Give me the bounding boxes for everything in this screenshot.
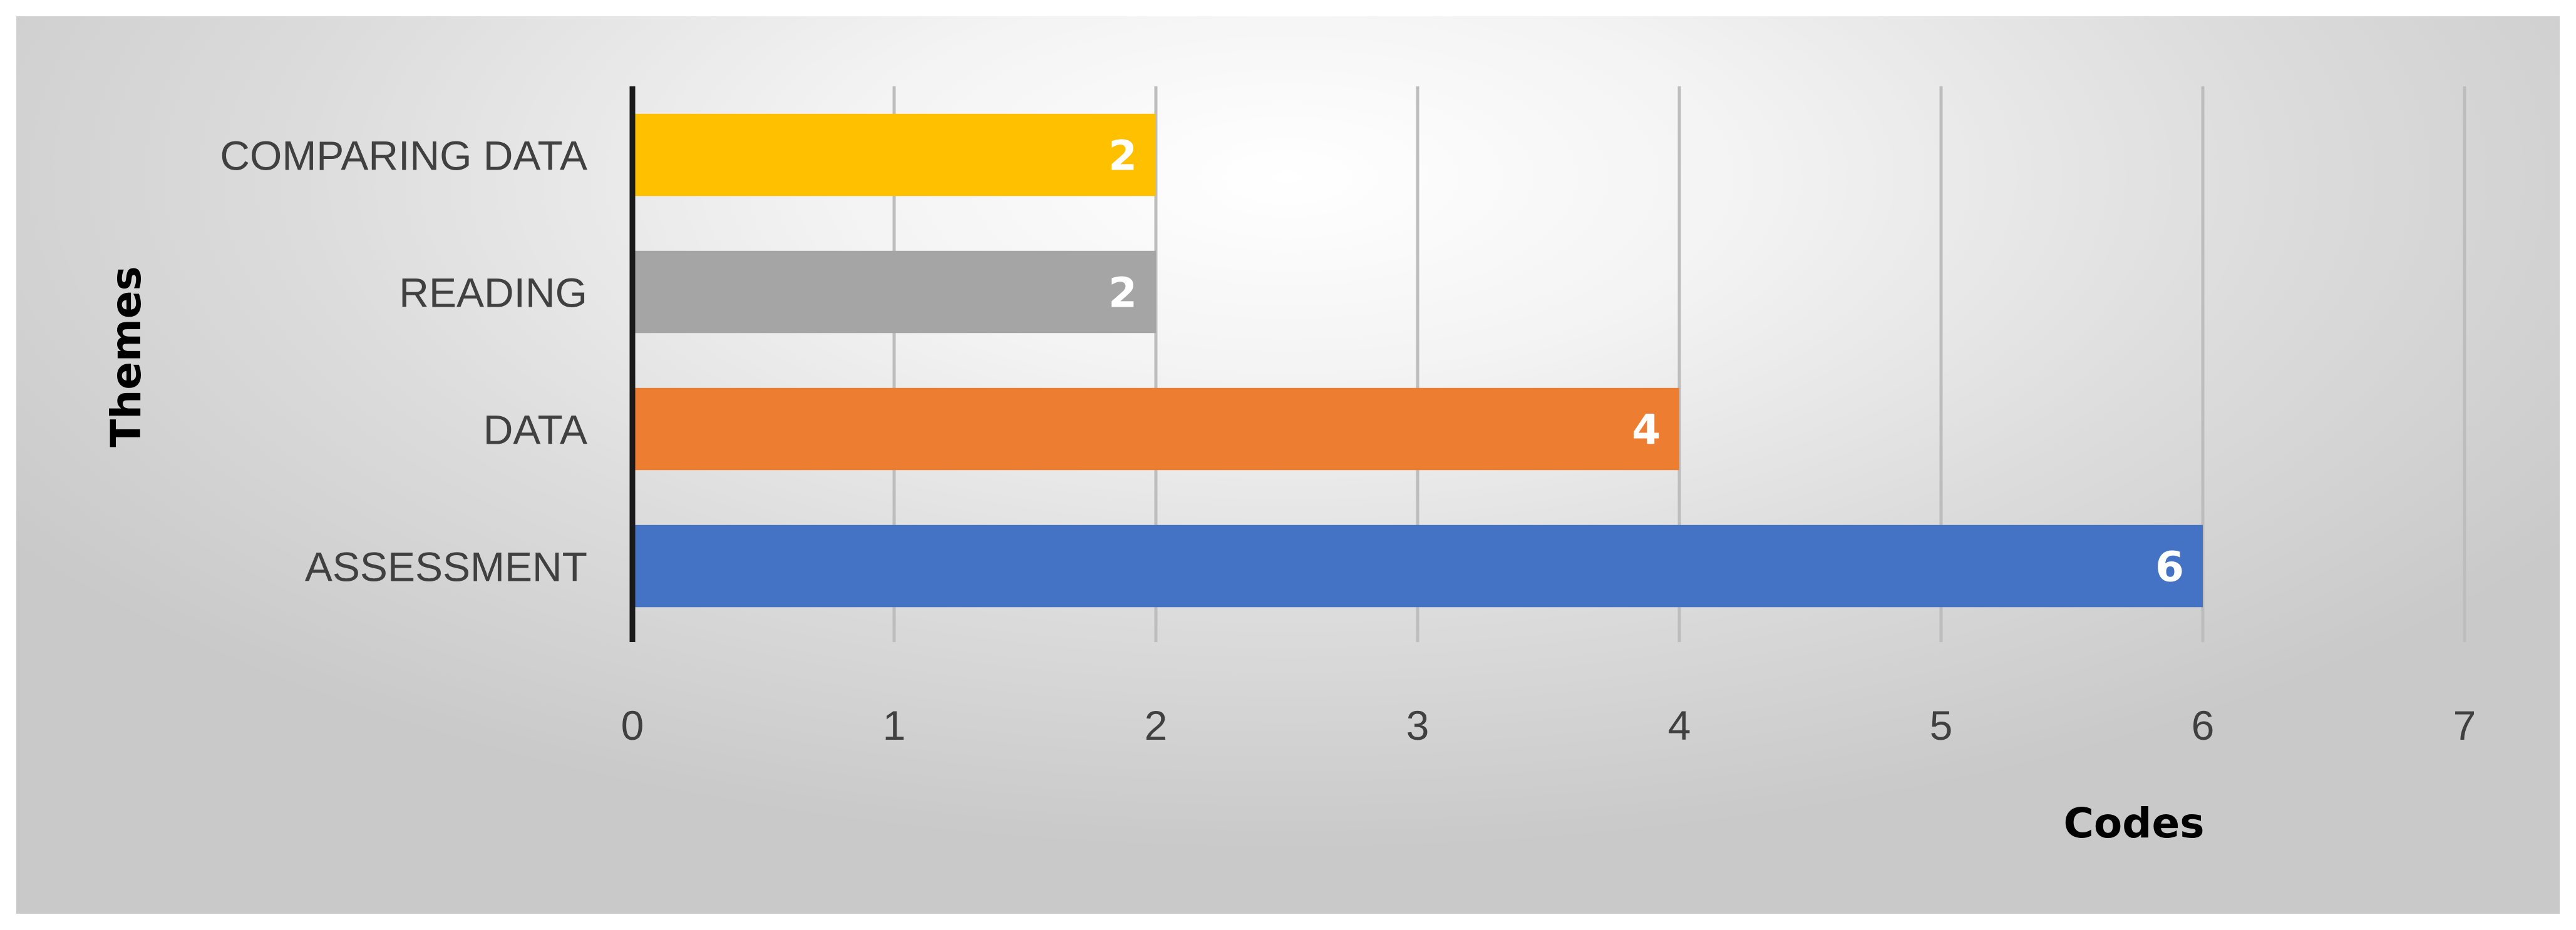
data-label: 2	[1108, 132, 1137, 180]
x-tick-label: 2	[1145, 702, 1168, 749]
category-label: DATA	[483, 407, 587, 453]
category-label: READING	[399, 270, 587, 316]
y-axis-title: Themes	[102, 266, 150, 447]
x-tick-labels: 0 1 2 3 4 5 6 7	[621, 702, 2476, 749]
category-label: ASSESSMENT	[305, 544, 587, 590]
x-tick-label: 4	[1668, 702, 1691, 749]
x-tick-label: 3	[1406, 702, 1430, 749]
x-axis-title: Codes	[2063, 799, 2204, 847]
category-labels: COMPARING DATA READING DATA ASSESSMENT	[220, 133, 587, 590]
bar	[632, 387, 1679, 471]
data-label: 6	[2155, 543, 2184, 591]
x-tick-label: 7	[2453, 702, 2476, 749]
data-label: 4	[1632, 406, 1661, 454]
data-label: 2	[1108, 269, 1137, 317]
data-labels: 2 2 4 6	[1108, 132, 2184, 591]
category-label: COMPARING DATA	[220, 133, 587, 179]
x-tick-label: 0	[621, 702, 644, 749]
bar	[632, 250, 1156, 334]
x-tick-label: 5	[1930, 702, 1953, 749]
x-tick-label: 1	[883, 702, 906, 749]
chart-panel: COMPARING DATA READING DATA ASSESSMENT 0 1 2 3…	[16, 16, 2560, 914]
bar	[632, 113, 1156, 197]
bars	[632, 113, 2203, 608]
bar	[632, 524, 2203, 608]
bar-chart: COMPARING DATA READING DATA ASSESSMENT 0 1 2 3…	[102, 86, 2476, 847]
x-tick-label: 6	[2192, 702, 2215, 749]
